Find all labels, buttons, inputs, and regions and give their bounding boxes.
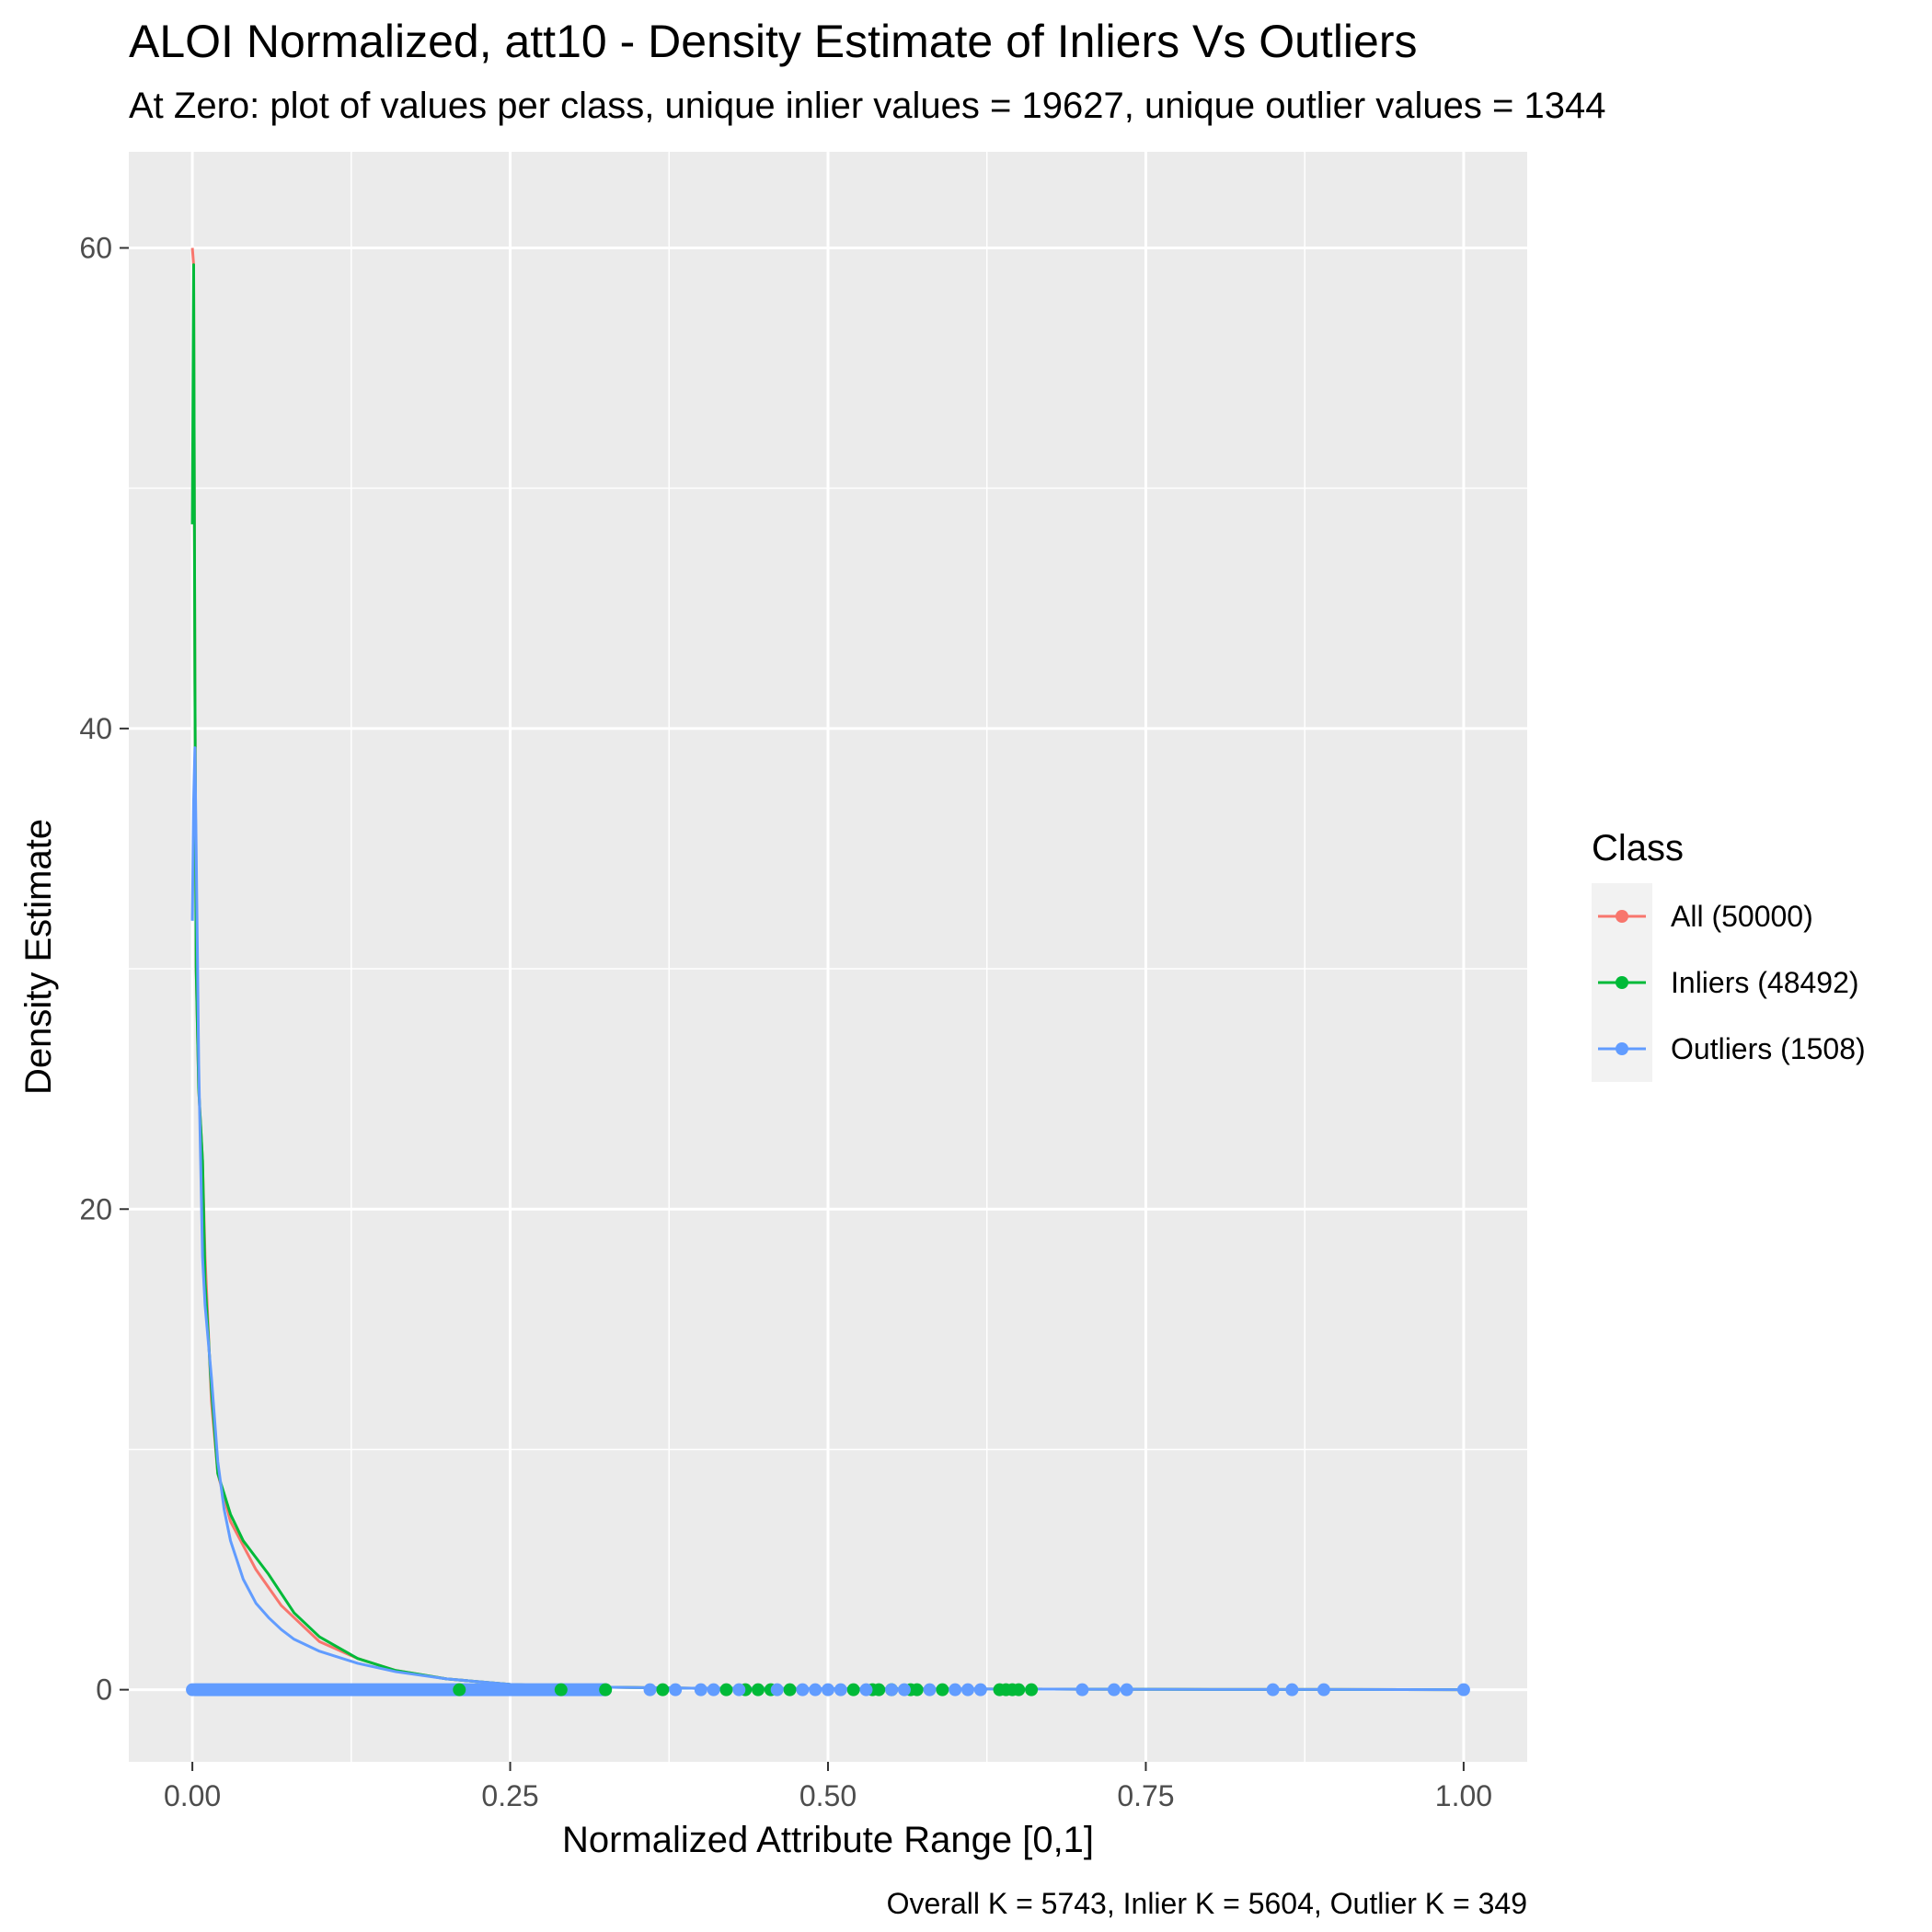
zero-point-outlier [859,1683,873,1696]
zero-point-outlier [669,1683,683,1696]
x-tick-label: 0.50 [799,1779,857,1812]
zero-point-inlier [846,1683,860,1696]
zero-point-inlier [936,1683,949,1696]
zero-point-outlier [186,1683,200,1696]
chart-title: ALOI Normalized, att10 - Density Estimat… [129,16,1418,67]
zero-point-inlier [1025,1683,1039,1696]
y-tick-label: 20 [79,1192,112,1225]
x-tick-label: 0.00 [164,1779,221,1812]
legend-label: Outliers (1508) [1671,1032,1866,1065]
x-tick-label: 0.75 [1117,1779,1174,1812]
y-tick-label: 40 [79,712,112,745]
zero-point-outlier [897,1683,911,1696]
zero-point-outlier [822,1683,834,1696]
legend-key-point [1616,1042,1628,1055]
zero-points-layer [186,1683,1470,1696]
legend-label: Inliers (48492) [1671,966,1859,999]
zero-point-inlier [719,1683,733,1696]
zero-point-outlier [770,1683,784,1696]
zero-point-inlier [910,1683,924,1696]
x-tick-label: 0.25 [481,1779,538,1812]
zero-point-outlier [949,1683,962,1696]
zero-point-outlier [1317,1683,1330,1696]
zero-point-inlier [752,1683,765,1696]
zero-point-outlier [834,1683,847,1696]
zero-point-outlier [707,1683,720,1696]
zero-point-outlier [732,1683,746,1696]
zero-point-outlier [1456,1683,1470,1696]
y-tick-label: 60 [79,231,112,264]
zero-point-outlier [796,1683,810,1696]
zero-point-inlier [554,1683,568,1696]
zero-point-outlier [1107,1683,1121,1696]
chart-caption: Overall K = 5743, Inlier K = 5604, Outli… [887,1887,1527,1920]
x-axis-title: Normalized Attribute Range [0,1] [562,1820,1094,1860]
legend-key-point [1616,910,1628,923]
x-tick-label: 1.00 [1435,1779,1492,1812]
legend-title: Class [1592,828,1684,868]
y-axis-title: Density Estimate [18,819,59,1095]
zero-point-inlier [783,1683,797,1696]
tick-labels: 0.00 0.25 0.50 0.75 1.00 0 20 40 60 [79,231,1492,1812]
zero-point-inlier [872,1683,886,1696]
zero-point-outlier [1266,1683,1280,1696]
zero-point-outlier [1075,1683,1089,1696]
zero-point-inlier [1012,1683,1026,1696]
zero-point-outlier [809,1683,822,1696]
zero-point-outlier [643,1683,657,1696]
axis-ticks [120,247,1465,1771]
legend-key-point [1616,976,1628,989]
legend: All (50000) Inliers (48492) Outliers (1508… [1592,883,1866,1082]
zero-point-outlier [923,1683,937,1696]
zero-point-outlier [961,1683,974,1696]
zero-points-dense-band [189,1683,613,1696]
chart-subtitle: At Zero: plot of values per class, uniqu… [129,86,1605,126]
zero-point-inlier [656,1683,670,1696]
zero-point-inlier [453,1683,466,1696]
zero-point-outlier [1285,1683,1299,1696]
zero-point-outlier [885,1683,899,1696]
legend-label: All (50000) [1671,900,1813,933]
zero-point-inlier [599,1683,613,1696]
zero-point-outlier [694,1683,707,1696]
zero-point-outlier [973,1683,987,1696]
y-tick-label: 0 [96,1673,112,1707]
zero-point-outlier [1120,1683,1133,1696]
